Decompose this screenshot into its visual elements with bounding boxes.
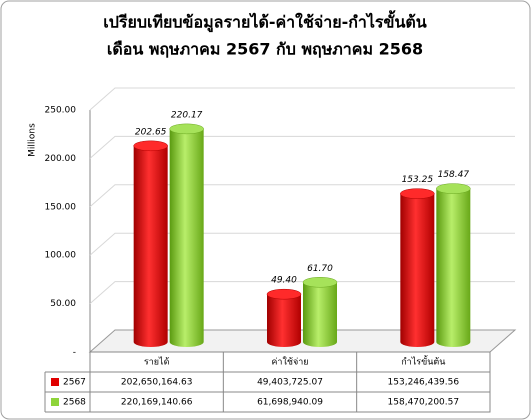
grid-line bbox=[89, 87, 515, 111]
legend-swatch bbox=[51, 398, 59, 406]
table-cell: 202,650,164.63 bbox=[121, 378, 193, 388]
cylinder-body bbox=[169, 128, 204, 347]
cylinder-top bbox=[169, 123, 204, 135]
cylinder-top bbox=[133, 140, 168, 152]
value-label: 220.17 bbox=[171, 110, 203, 120]
cylinder-top bbox=[266, 288, 302, 300]
value-label: 158.47 bbox=[438, 170, 470, 180]
grid-line bbox=[89, 135, 515, 159]
y-axis-label: Millions bbox=[28, 123, 38, 157]
legend-label: 2567 bbox=[63, 378, 86, 388]
cylinder-top bbox=[302, 277, 338, 288]
x-tick-label: รายได้ bbox=[144, 357, 170, 368]
y-tick-label: 50.00 bbox=[50, 299, 76, 309]
chart-subtitle: เดือน พฤษภาคม 2567 กับ พฤษภาคม 2568 bbox=[107, 40, 423, 59]
cylinder-body bbox=[436, 188, 471, 347]
cylinder-body bbox=[303, 282, 337, 347]
y-tick-label: 200.00 bbox=[45, 154, 77, 164]
x-tick-label: ค่าใช้จ่าย bbox=[271, 357, 308, 368]
grid-line bbox=[89, 184, 515, 208]
table-cell: 158,470,200.57 bbox=[388, 398, 460, 408]
cylinder-body bbox=[133, 145, 168, 347]
y-tick-label: - bbox=[73, 348, 76, 358]
cylinder bbox=[400, 188, 435, 347]
y-tick-label: 100.00 bbox=[45, 251, 77, 261]
cylinder bbox=[266, 288, 302, 347]
x-tick-label: กำไรขั้นต้น bbox=[401, 355, 445, 368]
cylinder bbox=[302, 277, 338, 347]
chart-title: เปรียบเทียบข้อมูลรายได้-ค่าใช้จ่าย-กำไรข… bbox=[103, 10, 427, 34]
cylinder bbox=[169, 123, 204, 347]
y-tick-label: 250.00 bbox=[45, 106, 77, 116]
value-label: 153.25 bbox=[402, 175, 434, 185]
grid-line bbox=[89, 232, 515, 256]
cylinder-body bbox=[267, 294, 301, 347]
value-label: 61.70 bbox=[307, 264, 333, 274]
table-cell: 220,169,140.66 bbox=[121, 398, 193, 408]
table-cell: 153,246,439.56 bbox=[388, 378, 460, 388]
grid-line bbox=[89, 281, 515, 304]
y-tick-label: 150.00 bbox=[45, 202, 77, 212]
table-cell: 61,698,940.09 bbox=[257, 398, 323, 408]
legend-label: 2568 bbox=[63, 398, 86, 408]
cylinder-body bbox=[400, 193, 435, 347]
cylinder bbox=[436, 183, 471, 347]
legend-swatch bbox=[51, 378, 59, 386]
cylinder-top bbox=[400, 188, 435, 199]
value-label: 202.65 bbox=[135, 127, 167, 137]
value-label: 49.40 bbox=[271, 276, 297, 286]
cylinder-top bbox=[436, 183, 471, 194]
cylinder bbox=[133, 140, 168, 347]
table-cell: 49,403,725.07 bbox=[257, 378, 323, 388]
